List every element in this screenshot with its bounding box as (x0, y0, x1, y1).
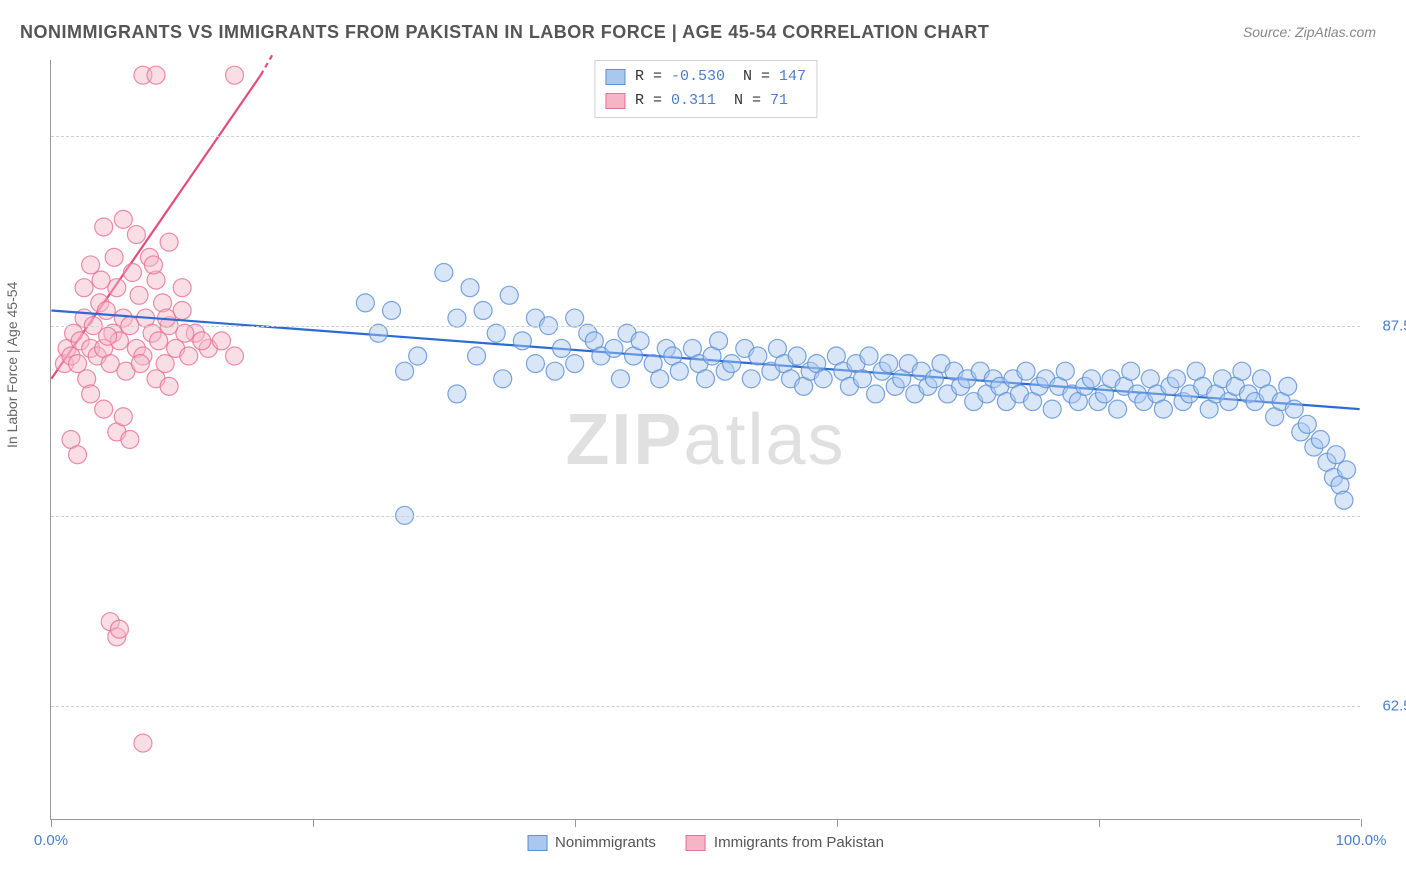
legend-swatch-pink-bottom (686, 835, 706, 851)
legend-label-series1: Nonimmigrants (555, 834, 656, 851)
correlation-legend: R = -0.530 N = 147 R = 0.311 N = 71 (594, 60, 817, 118)
legend-row-series2: R = 0.311 N = 71 (605, 89, 806, 113)
legend-item-immigrants: Immigrants from Pakistan (686, 834, 884, 851)
legend-swatch-blue (605, 69, 625, 85)
gridline (51, 706, 1360, 707)
x-tick-label: 100.0% (1336, 832, 1387, 849)
legend-stats-series2: R = 0.311 N = 71 (635, 89, 788, 113)
x-tick (1361, 819, 1362, 827)
x-tick-label: 0.0% (34, 832, 68, 849)
gridline (51, 516, 1360, 517)
chart-container: NONIMMIGRANTS VS IMMIGRANTS FROM PAKISTA… (0, 0, 1406, 892)
x-tick (51, 819, 52, 827)
legend-label-series2: Immigrants from Pakistan (714, 834, 884, 851)
series-legend: Nonimmigrants Immigrants from Pakistan (527, 834, 884, 851)
gridline (51, 326, 1360, 327)
y-tick-label: 62.5% (1382, 698, 1406, 715)
legend-item-nonimmigrants: Nonimmigrants (527, 834, 656, 851)
gridline (51, 136, 1360, 137)
legend-stats-series1: R = -0.530 N = 147 (635, 65, 806, 89)
x-tick (575, 819, 576, 827)
y-axis-label: In Labor Force | Age 45-54 (4, 282, 20, 448)
plot-area: ZIPatlas R = -0.530 N = 147 R = 0.311 N … (50, 60, 1360, 820)
x-tick (313, 819, 314, 827)
source-attribution: Source: ZipAtlas.com (1243, 24, 1376, 40)
legend-swatch-blue-bottom (527, 835, 547, 851)
legend-row-series1: R = -0.530 N = 147 (605, 65, 806, 89)
chart-title: NONIMMIGRANTS VS IMMIGRANTS FROM PAKISTA… (20, 22, 989, 43)
x-tick (837, 819, 838, 827)
y-tick-label: 87.5% (1382, 318, 1406, 335)
x-tick (1099, 819, 1100, 827)
legend-swatch-pink (605, 93, 625, 109)
